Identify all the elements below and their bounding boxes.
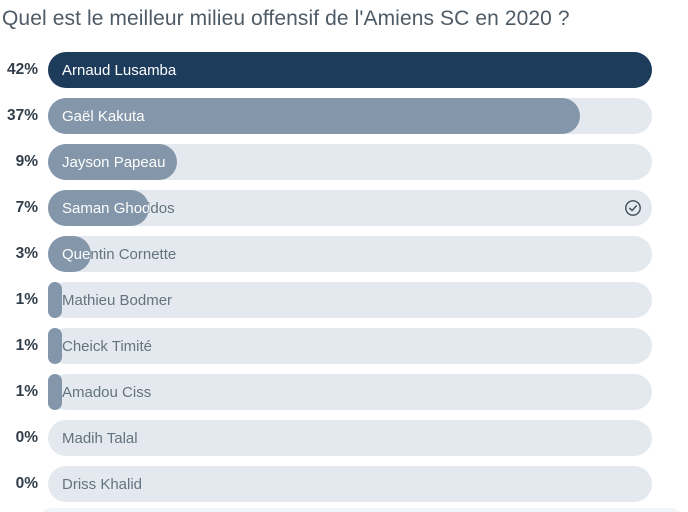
next-section-peek <box>38 508 684 512</box>
option-bar-fill: Quentin Cornette <box>48 236 92 272</box>
option-track[interactable]: Mathieu Bodmer Mathieu Bodmer <box>48 282 652 318</box>
poll-option-row[interactable]: 1% Mathieu Bodmer Mathieu Bodmer <box>0 282 688 318</box>
option-bar-fill: Saman Ghoddos <box>48 190 149 226</box>
option-label: Mathieu Bodmer <box>62 292 173 309</box>
option-track[interactable]: Amadou Ciss Amadou Ciss <box>48 374 652 410</box>
option-track[interactable]: Arnaud Lusamba Arnaud Lusamba <box>48 52 652 88</box>
option-percent: 0% <box>15 429 38 446</box>
poll-option-row[interactable]: 42% Arnaud Lusamba Arnaud Lusamba <box>0 52 688 88</box>
option-label: Amadou Ciss <box>62 384 152 401</box>
option-percent: 9% <box>15 153 38 170</box>
option-track[interactable]: Gaël Kakuta Gaël Kakuta <box>48 98 652 134</box>
poll-question-title: Quel est le meilleur milieu offensif de … <box>2 7 570 30</box>
option-bar-fill: Mathieu Bodmer <box>48 282 63 318</box>
poll-option-row[interactable]: 1% Amadou Ciss Amadou Ciss <box>0 374 688 410</box>
option-percent: 42% <box>6 61 38 78</box>
option-label: Cheick Timité <box>62 338 153 355</box>
poll-option-row[interactable]: 0% Madih Talal Madih Talal <box>0 420 688 456</box>
poll-option-row[interactable]: 37% Gaël Kakuta Gaël Kakuta <box>0 98 688 134</box>
poll-option-row[interactable]: 9% Jayson Papeau Jayson Papeau <box>0 144 688 180</box>
option-percent: 7% <box>15 199 38 216</box>
option-bar-fill: Arnaud Lusamba <box>48 52 652 88</box>
option-percent: 1% <box>15 291 38 308</box>
option-label: Driss Khalid <box>62 476 143 493</box>
option-track[interactable]: Jayson Papeau Jayson Papeau <box>48 144 652 180</box>
option-percent: 37% <box>6 107 38 124</box>
poll-option-row[interactable]: 3% Quentin Cornette Quentin Cornette <box>0 236 688 272</box>
option-percent: 1% <box>15 337 38 354</box>
option-label-overlay: Arnaud Lusamba <box>62 62 177 79</box>
option-label: Madih Talal <box>62 430 138 447</box>
option-percent: 3% <box>15 245 38 262</box>
option-bar-fill: Cheick Timité <box>48 328 63 364</box>
option-track[interactable]: Cheick Timité Cheick Timité <box>48 328 652 364</box>
poll-option-row[interactable]: 1% Cheick Timité Cheick Timité <box>0 328 688 364</box>
poll-option-row[interactable]: 7% Saman Ghoddos Saman Ghoddos <box>0 190 688 226</box>
poll-option-row[interactable]: 0% Driss Khalid Driss Khalid <box>0 466 688 502</box>
option-label-overlay: Gaël Kakuta <box>62 108 145 125</box>
option-track[interactable]: Driss Khalid Driss Khalid <box>48 466 652 502</box>
option-bar-fill: Jayson Papeau <box>48 144 178 180</box>
option-percent: 1% <box>15 383 38 400</box>
option-track[interactable]: Madih Talal Madih Talal <box>48 420 652 456</box>
option-percent: 0% <box>15 475 38 492</box>
check-circle-icon <box>624 199 642 217</box>
option-bar-fill: Amadou Ciss <box>48 374 63 410</box>
poll-options: 42% Arnaud Lusamba Arnaud Lusamba 37% Ga… <box>0 52 688 512</box>
option-bar-fill: Gaël Kakuta <box>48 98 581 134</box>
option-label-overlay: Quentin Cornette <box>62 246 91 263</box>
option-label-overlay: Jayson Papeau <box>62 154 166 171</box>
option-track[interactable]: Quentin Cornette Quentin Cornette <box>48 236 652 272</box>
option-label-overlay: Saman Ghoddos <box>62 200 149 217</box>
option-track[interactable]: Saman Ghoddos Saman Ghoddos <box>48 190 652 226</box>
